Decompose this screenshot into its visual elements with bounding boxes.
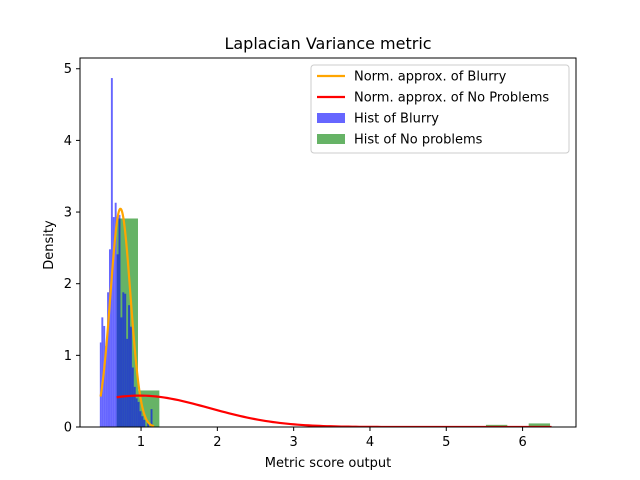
histogram-bar (124, 293, 127, 427)
histogram-bar (116, 254, 119, 427)
histogram-bar (114, 202, 117, 427)
histogram-bar (135, 398, 138, 427)
y-tick-label: 0 (64, 421, 72, 436)
plot-inner (99, 78, 552, 427)
x-tick-label: 1 (137, 435, 145, 450)
histogram-bar (101, 317, 104, 427)
histogram-bar (133, 386, 136, 427)
legend-label: Hist of No problems (354, 133, 483, 148)
plot-frame (79, 57, 577, 428)
histogram-bar (108, 249, 111, 427)
histogram-bar (122, 292, 125, 427)
legend-label: Norm. approx. of No Problems (354, 91, 549, 106)
histogram-bar (120, 317, 123, 427)
legend-patch-swatch (317, 134, 345, 144)
x-tick-label: 6 (518, 435, 526, 450)
histogram-bar (147, 421, 150, 427)
histogram-bar (128, 305, 130, 427)
x-tick-label: 5 (442, 435, 450, 450)
histogram-bar (118, 214, 121, 427)
plot-area (99, 78, 552, 427)
y-tick-label: 5 (64, 62, 72, 77)
histogram-bar (528, 423, 551, 427)
legend-box (310, 64, 570, 154)
legend: Norm. approx. of Blurry Norm. approx. of … (310, 64, 570, 154)
legend-label: Hist of Blurry (354, 112, 439, 127)
axes: 1 2 3 4 5 6 0 1 2 3 4 5 (64, 57, 577, 450)
normal-approx-line (99, 207, 155, 427)
histogram-bar (112, 217, 115, 427)
y-tick-label: 2 (64, 277, 72, 292)
normal-approx-line (116, 394, 552, 427)
x-tick-label: 2 (213, 435, 221, 450)
y-tick-label: 3 (64, 206, 72, 221)
histogram-bar (143, 419, 146, 427)
histogram-bar (110, 78, 113, 427)
histogram-bar (131, 367, 134, 427)
x-tick-label: 4 (366, 435, 374, 450)
histogram-bar (107, 292, 109, 427)
histogram-bar (129, 326, 132, 427)
y-axis-label: Density (42, 220, 57, 270)
histogram-bar (126, 338, 129, 427)
legend-label: Norm. approx. of Blurry (354, 70, 507, 85)
histogram-bar (99, 342, 102, 427)
histogram-bar (105, 346, 108, 427)
histogram-bar (139, 411, 142, 427)
x-tick-label: 3 (290, 435, 298, 450)
x-axis-label: Metric score output (265, 456, 392, 471)
y-tick-label: 1 (64, 349, 72, 364)
histogram-bar (141, 416, 144, 427)
histogram-bar (137, 401, 140, 427)
chart-title: Laplacian Variance metric (224, 34, 431, 53)
histogram-bar (150, 409, 153, 427)
y-tick-label: 4 (64, 134, 72, 149)
legend-patch-swatch (317, 113, 345, 123)
